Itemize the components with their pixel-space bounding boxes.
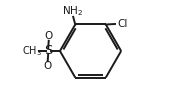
Text: CH$_3$: CH$_3$ [22, 44, 42, 58]
Text: S: S [44, 44, 52, 58]
Text: O: O [44, 61, 52, 71]
Text: O: O [45, 31, 53, 41]
Text: Cl: Cl [118, 19, 128, 29]
Text: NH$_2$: NH$_2$ [62, 4, 83, 18]
